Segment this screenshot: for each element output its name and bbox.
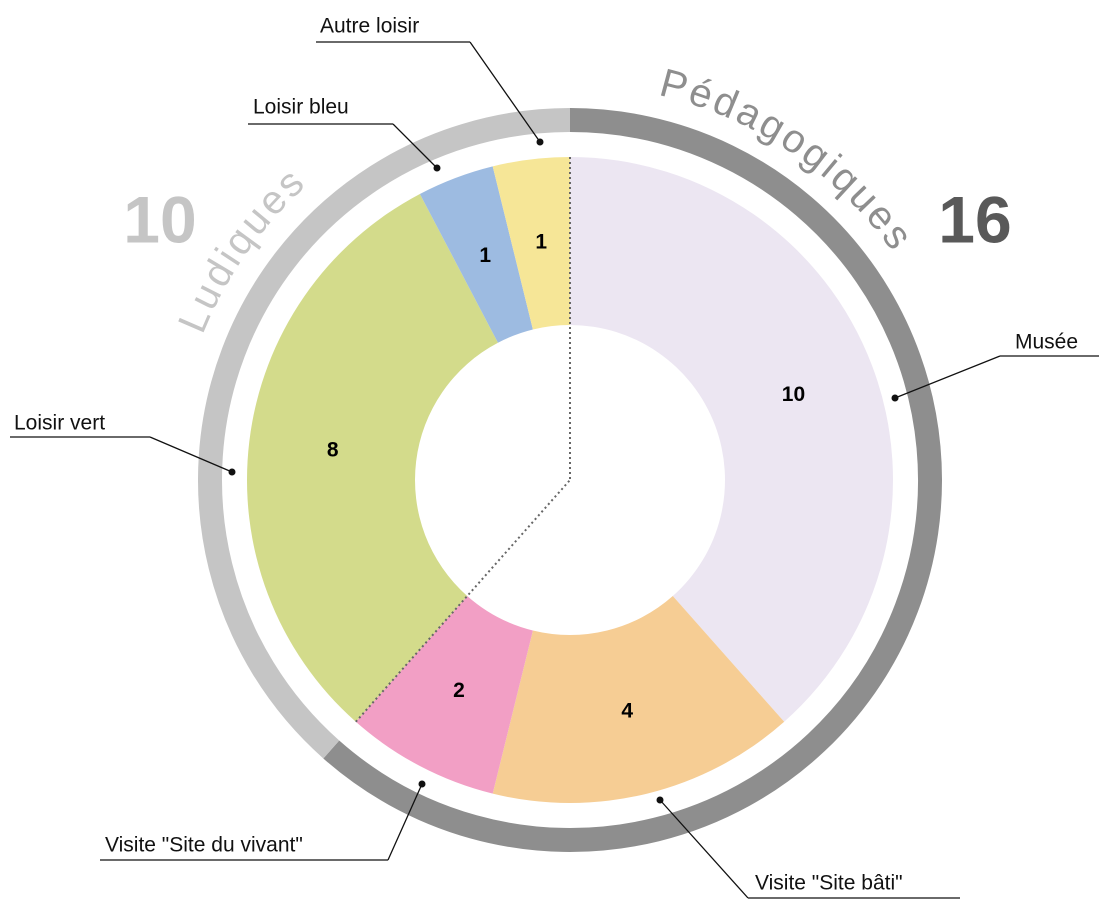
leader-dot bbox=[433, 164, 441, 172]
group-total: 16 bbox=[938, 182, 1011, 256]
donut-slice bbox=[492, 596, 785, 803]
donut-slice bbox=[419, 166, 533, 343]
leader-line bbox=[248, 123, 438, 169]
leader-dot bbox=[228, 468, 236, 476]
leader-dot bbox=[418, 780, 426, 788]
group-total: 10 bbox=[123, 182, 196, 256]
group-divider bbox=[355, 479, 571, 723]
donut-slice bbox=[355, 596, 533, 794]
leader-line bbox=[659, 799, 960, 899]
donut-slice bbox=[492, 157, 570, 330]
data-label: 1 bbox=[479, 244, 491, 267]
leader-line bbox=[10, 436, 233, 473]
category-label: Visite "Site du vivant" bbox=[105, 834, 303, 857]
leader-line bbox=[894, 355, 1099, 399]
category-label: Loisir bleu bbox=[253, 96, 349, 119]
leader-line bbox=[100, 783, 423, 861]
leader-line bbox=[316, 41, 541, 143]
category-label: Visite "Site bâti" bbox=[755, 872, 903, 895]
group-ring bbox=[323, 108, 942, 852]
category-label: Musée bbox=[1015, 331, 1078, 354]
leader-dot bbox=[891, 394, 899, 402]
data-label: 10 bbox=[782, 383, 805, 406]
donut-slice bbox=[570, 157, 893, 722]
data-label: 8 bbox=[327, 439, 339, 462]
data-label: 1 bbox=[535, 230, 547, 253]
leader-dot bbox=[656, 796, 664, 804]
category-label: Loisir vert bbox=[14, 412, 105, 435]
donut-slice bbox=[246, 193, 498, 722]
category-label: Autre loisir bbox=[320, 15, 419, 38]
group-ring bbox=[198, 108, 571, 759]
data-label: 4 bbox=[621, 700, 633, 723]
data-label: 2 bbox=[453, 679, 465, 702]
leader-dot bbox=[536, 138, 544, 146]
